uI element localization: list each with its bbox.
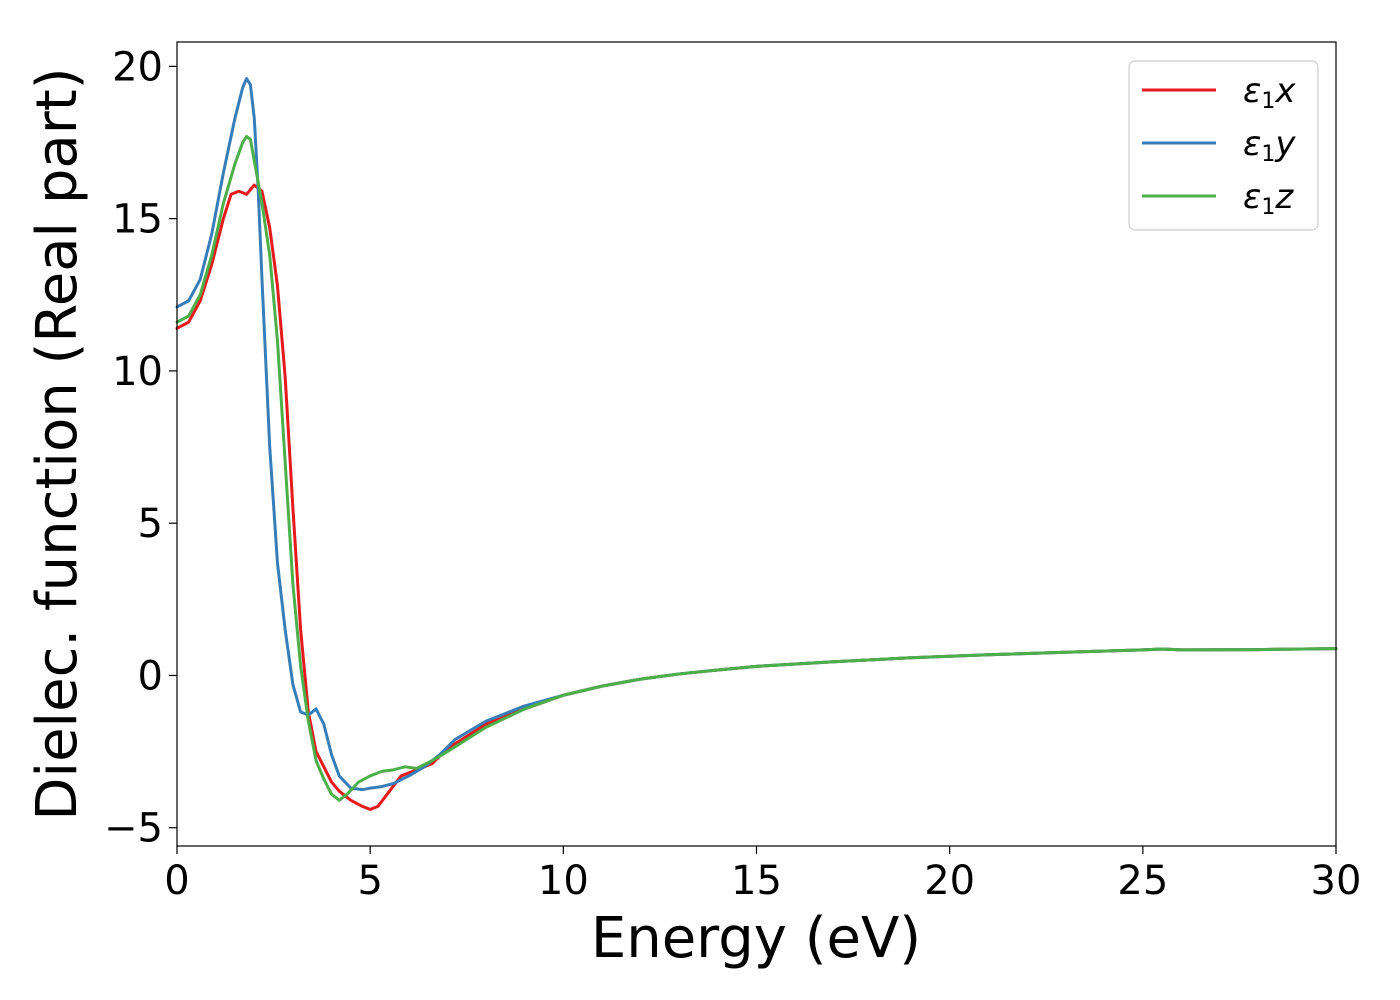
x-tick-label: 30 xyxy=(1311,858,1362,904)
x-axis-ticks: 0 5 10 15 20 25 30 xyxy=(164,846,1361,904)
y-tick-label: 0 xyxy=(138,653,163,699)
x-tick-label: 25 xyxy=(1117,858,1168,904)
x-tick-label: 10 xyxy=(538,858,589,904)
y-tick-label: 15 xyxy=(112,197,163,243)
x-tick-label: 20 xyxy=(924,858,975,904)
y-tick-label: 5 xyxy=(138,501,163,547)
legend-label-x: ε1x xyxy=(1243,71,1296,114)
y-axis-ticks: −5 0 5 10 15 20 xyxy=(104,44,177,852)
legend-label-z: ε1z xyxy=(1243,177,1294,220)
legend-box xyxy=(1128,60,1319,231)
y-axis-title: Dielec. function (Real part) xyxy=(25,67,90,820)
y-tick-label: 20 xyxy=(112,44,163,90)
x-axis-title: Energy (eV) xyxy=(591,906,921,971)
y-tick-label: 10 xyxy=(112,349,163,395)
x-tick-label: 15 xyxy=(731,858,782,904)
x-tick-label: 5 xyxy=(357,858,382,904)
series-line-z xyxy=(175,134,1338,802)
x-tick-label: 0 xyxy=(164,858,189,904)
series-line-x xyxy=(175,183,1338,811)
y-tick-label: −5 xyxy=(104,806,163,852)
legend: ε1x ε1y ε1z xyxy=(1128,60,1319,231)
series-layer xyxy=(175,77,1338,811)
legend-label-y: ε1y xyxy=(1243,124,1296,167)
